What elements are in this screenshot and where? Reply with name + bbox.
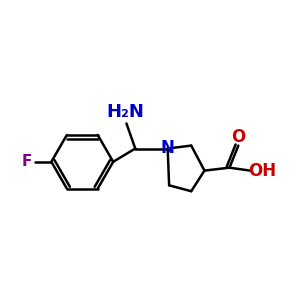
Text: F: F — [22, 154, 32, 169]
Text: OH: OH — [248, 162, 277, 180]
Text: N: N — [161, 139, 175, 157]
Text: O: O — [231, 128, 245, 146]
Text: H₂N: H₂N — [106, 103, 144, 121]
